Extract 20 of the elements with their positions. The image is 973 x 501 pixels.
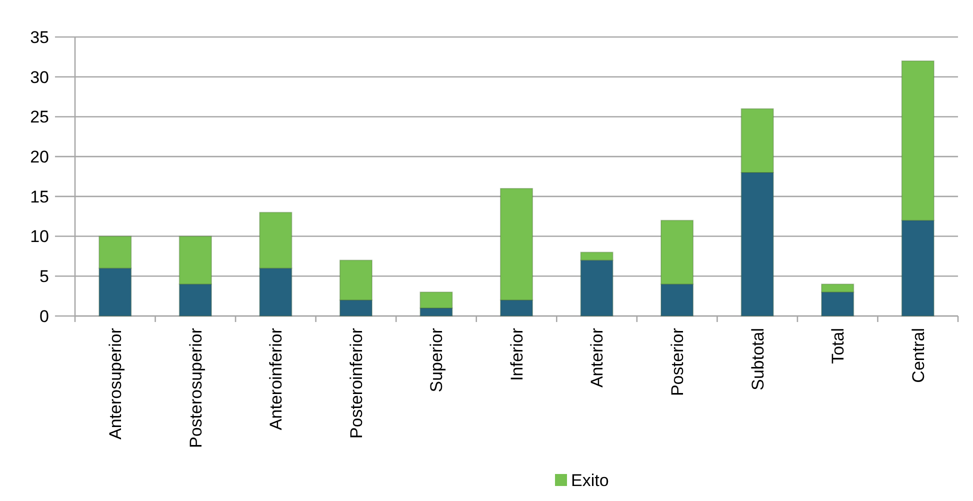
x-tick-label: Posterosuperior [186,328,206,448]
y-tick-label: 30 [30,68,49,87]
x-tick-label: Anterosuperior [106,328,126,440]
x-tick-label: Inferior [507,328,526,381]
y-tick-label: 20 [30,148,49,167]
y-tick-label: 25 [30,108,49,127]
x-tick-label: Anterior [588,328,607,388]
x-tick-label: Posteroinferior [346,328,366,439]
legend-label: Exito [571,470,609,490]
x-tick-label: Subtotal [748,328,768,390]
y-tick-label: 10 [30,227,49,246]
x-tick-label: Central [908,328,928,383]
y-tick-label: 5 [40,267,49,286]
y-tick-label: 15 [30,187,49,206]
x-tick-label: Superior [427,328,446,392]
x-tick-label: Total [828,328,848,364]
y-tick-label: 0 [40,306,49,326]
x-tick-label: Anteroinferior [266,328,286,430]
x-tick-label: Posterior [668,328,687,396]
y-tick-label: 35 [30,28,49,47]
